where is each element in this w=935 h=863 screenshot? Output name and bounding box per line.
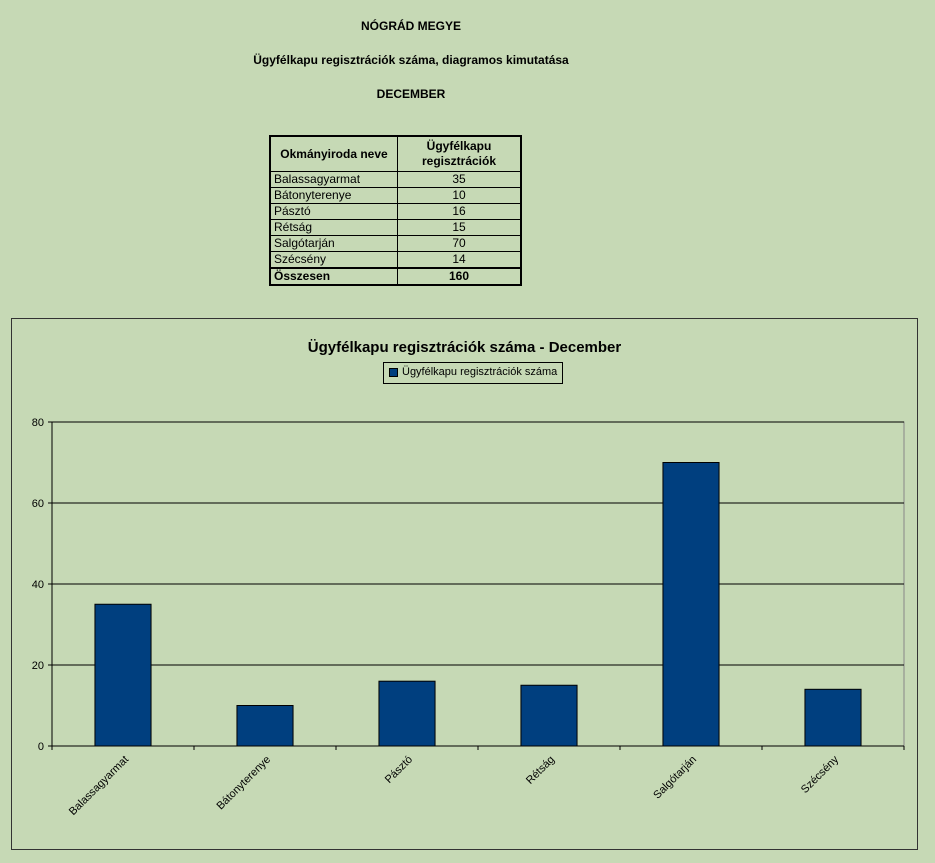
legend-label: Ügyfélkapu regisztrációk száma xyxy=(402,366,558,378)
y-tick-label: 80 xyxy=(32,417,44,429)
y-tick-label: 0 xyxy=(38,741,44,753)
table-cell-name: Rétság xyxy=(269,219,398,236)
x-tick-label: Balassagyarmat xyxy=(67,754,131,818)
bar xyxy=(804,688,862,747)
table-row: Szécsény 14 xyxy=(269,251,522,269)
x-tick-label: Szécsény xyxy=(799,753,842,796)
table-header-registrations: Ügyfélkapu regisztrációk xyxy=(397,135,522,172)
y-tick-label: 40 xyxy=(32,579,44,591)
table-cell-value: 14 xyxy=(397,251,522,269)
table-cell-value: 15 xyxy=(397,219,522,236)
table-cell-value: 16 xyxy=(397,203,522,220)
bar xyxy=(378,680,436,747)
chart-title: Ügyfélkapu regisztrációk száma - Decembe… xyxy=(307,339,622,356)
table-row: Pásztó 16 xyxy=(269,203,522,220)
y-tick-label: 60 xyxy=(32,498,44,510)
table-header-row: Okmányiroda neve Ügyfélkapu regisztráció… xyxy=(269,135,522,172)
x-tick-label: Pásztó xyxy=(383,754,415,786)
chart-legend: Ügyfélkapu regisztrációk száma xyxy=(383,362,564,384)
table-total-row: Összesen 160 xyxy=(269,267,522,286)
table-cell-value: 10 xyxy=(397,187,522,204)
table-cell-name: Salgótarján xyxy=(269,235,398,252)
y-tick-label: 20 xyxy=(32,660,44,672)
table-cell-name: Szécsény xyxy=(269,251,398,269)
table-row: Bátonyterenye 10 xyxy=(269,187,522,204)
table-row: Rétság 15 xyxy=(269,219,522,236)
legend-swatch xyxy=(389,368,398,377)
table-cell-value: 35 xyxy=(397,171,522,188)
x-tick-label: Rétság xyxy=(524,754,557,787)
table-header-office: Okmányiroda neve xyxy=(269,135,398,172)
chart-area: 0 20 40 60 80 Balassagyarmat Bátonyterenye Pász… xyxy=(11,318,918,850)
x-tick-label: Bátonyterenye xyxy=(214,754,273,813)
table-header-registrations-label: Ügyfélkapu regisztrációk xyxy=(421,139,497,168)
bar-chart: 0 20 40 60 80 Balassagyarmat Bátonyterenye Pász… xyxy=(32,417,905,818)
table-row: Salgótarján 70 xyxy=(269,235,522,252)
county-title: NÓGRÁD MEGYE xyxy=(360,19,461,33)
report-subtitle: Ügyfélkapu regisztrációk száma, diagramo… xyxy=(253,53,569,67)
registration-table: Okmányiroda neve Ügyfélkapu regisztráció… xyxy=(269,135,522,286)
table-total-value: 160 xyxy=(397,267,522,286)
bar xyxy=(662,462,720,747)
table-cell-name: Bátonyterenye xyxy=(269,187,398,204)
bar xyxy=(236,705,294,747)
x-tick-label: Salgótarján xyxy=(651,754,699,802)
table-cell-value: 70 xyxy=(397,235,522,252)
table-row: Balassagyarmat 35 xyxy=(269,171,522,188)
table-cell-name: Balassagyarmat xyxy=(269,171,398,188)
bar xyxy=(94,603,152,747)
table-cell-name: Pásztó xyxy=(269,203,398,220)
table-total-label: Összesen xyxy=(269,267,398,286)
report-month: DECEMBER xyxy=(376,87,446,101)
bar xyxy=(520,684,578,747)
